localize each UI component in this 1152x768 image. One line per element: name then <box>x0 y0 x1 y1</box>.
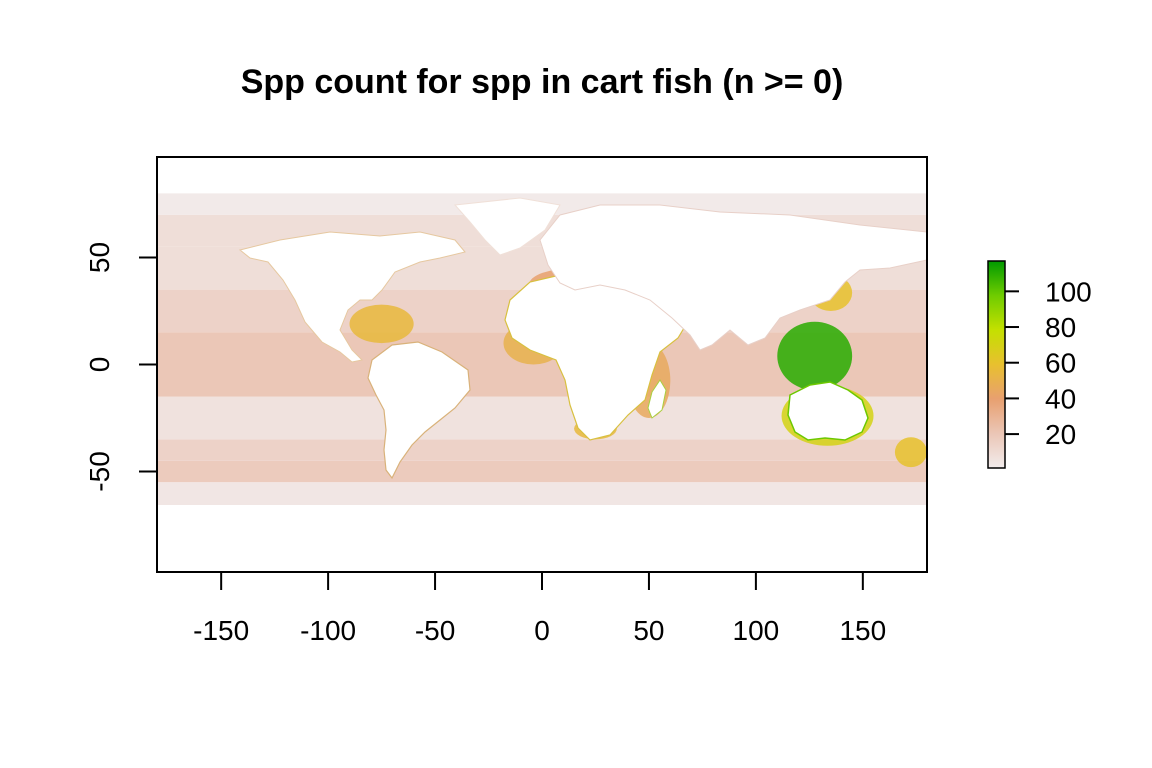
eurasia-landmass <box>539 204 927 351</box>
madagascar-landmass <box>647 379 667 419</box>
x-tick-label: 50 <box>633 615 664 646</box>
richness-band-1 <box>157 460 927 483</box>
x-tick-label: -50 <box>415 615 455 646</box>
richness-band-2 <box>157 439 927 461</box>
y-axis: -50 0 50 <box>84 242 158 492</box>
color-legend: 20 40 60 80 100 <box>987 260 1092 469</box>
map-plot-area <box>157 157 927 572</box>
south-america-landmass <box>367 341 471 480</box>
continents <box>157 197 927 572</box>
legend-tick-label: 60 <box>1045 348 1076 379</box>
greenland-landmass <box>453 197 561 256</box>
x-tick-label: 100 <box>733 615 780 646</box>
x-axis: -150 -100 -50 0 50 100 150 <box>193 571 886 646</box>
legend-tick-label: 80 <box>1045 312 1076 343</box>
hotspot-new-zealand <box>894 437 927 468</box>
legend-ticks: 20 40 60 80 100 <box>1005 276 1092 450</box>
y-tick-label: 0 <box>84 357 115 373</box>
y-tick-label: -50 <box>84 451 115 491</box>
x-tick-label: 150 <box>839 615 886 646</box>
x-tick-label: -150 <box>193 615 249 646</box>
legend-tick-label: 100 <box>1045 276 1092 307</box>
x-tick-label: -100 <box>300 615 356 646</box>
legend-tick-label: 40 <box>1045 383 1076 414</box>
legend-tick-label: 20 <box>1045 419 1076 450</box>
australia-landmass <box>787 381 869 441</box>
x-tick-label: 0 <box>534 615 550 646</box>
chart-title: Spp count for spp in cart fish (n >= 0) <box>241 63 844 101</box>
y-tick-label: 50 <box>84 242 115 273</box>
antarctica-landmass <box>157 505 927 572</box>
legend-color-bar <box>987 260 1006 469</box>
hotspot-coral-triangle <box>777 321 853 391</box>
north-america-landmass <box>238 231 466 363</box>
hotspot-caribbean <box>349 304 414 344</box>
